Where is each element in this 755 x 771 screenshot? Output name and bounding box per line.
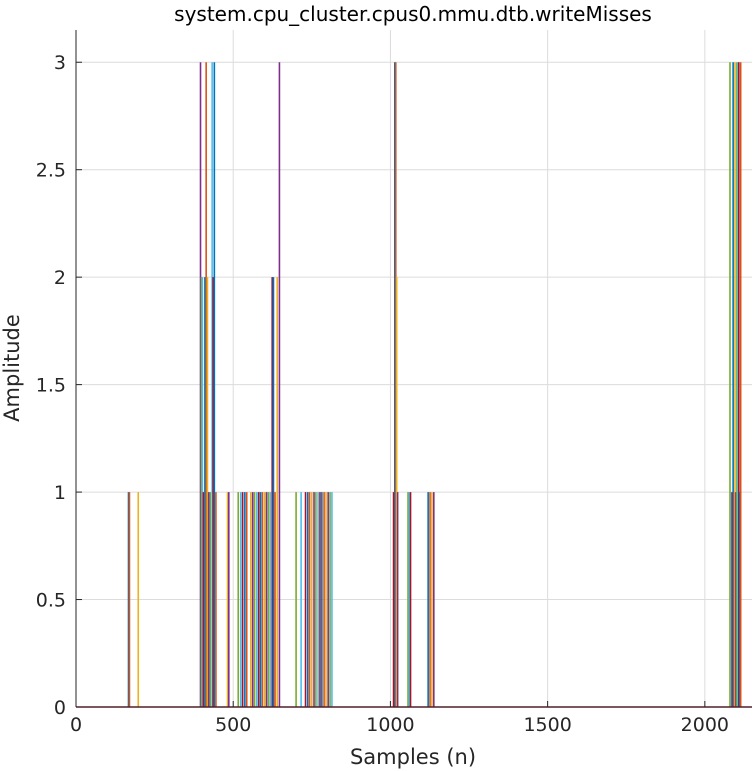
y-axis-title: Amplitude (0, 314, 24, 422)
x-tick-label: 2000 (681, 714, 729, 736)
y-tick-label: 0 (54, 697, 66, 719)
y-tick-label: 2.5 (36, 160, 66, 182)
x-tick-labels: 0 500 1000 1500 2000 (70, 714, 729, 736)
x-tick-label: 1500 (523, 714, 571, 736)
grid (76, 30, 752, 707)
y-tick-label: 1 (54, 482, 66, 504)
x-tick-label: 500 (215, 714, 251, 736)
y-tick-labels: 0 0.5 1 1.5 2 2.5 3 (36, 52, 66, 719)
x-tick-label: 0 (70, 714, 82, 736)
x-tick-label: 1000 (366, 714, 414, 736)
x-axis-title: Samples (n) (350, 745, 476, 769)
series (127, 62, 742, 707)
axes (75, 30, 752, 708)
y-tick-label: 2 (54, 267, 66, 289)
y-tick-label: 1.5 (36, 375, 66, 397)
y-tick-label: 3 (54, 52, 66, 74)
y-tick-label: 0.5 (36, 590, 66, 612)
chart-title: system.cpu_cluster.cpus0.mmu.dtb.writeMi… (174, 2, 652, 26)
